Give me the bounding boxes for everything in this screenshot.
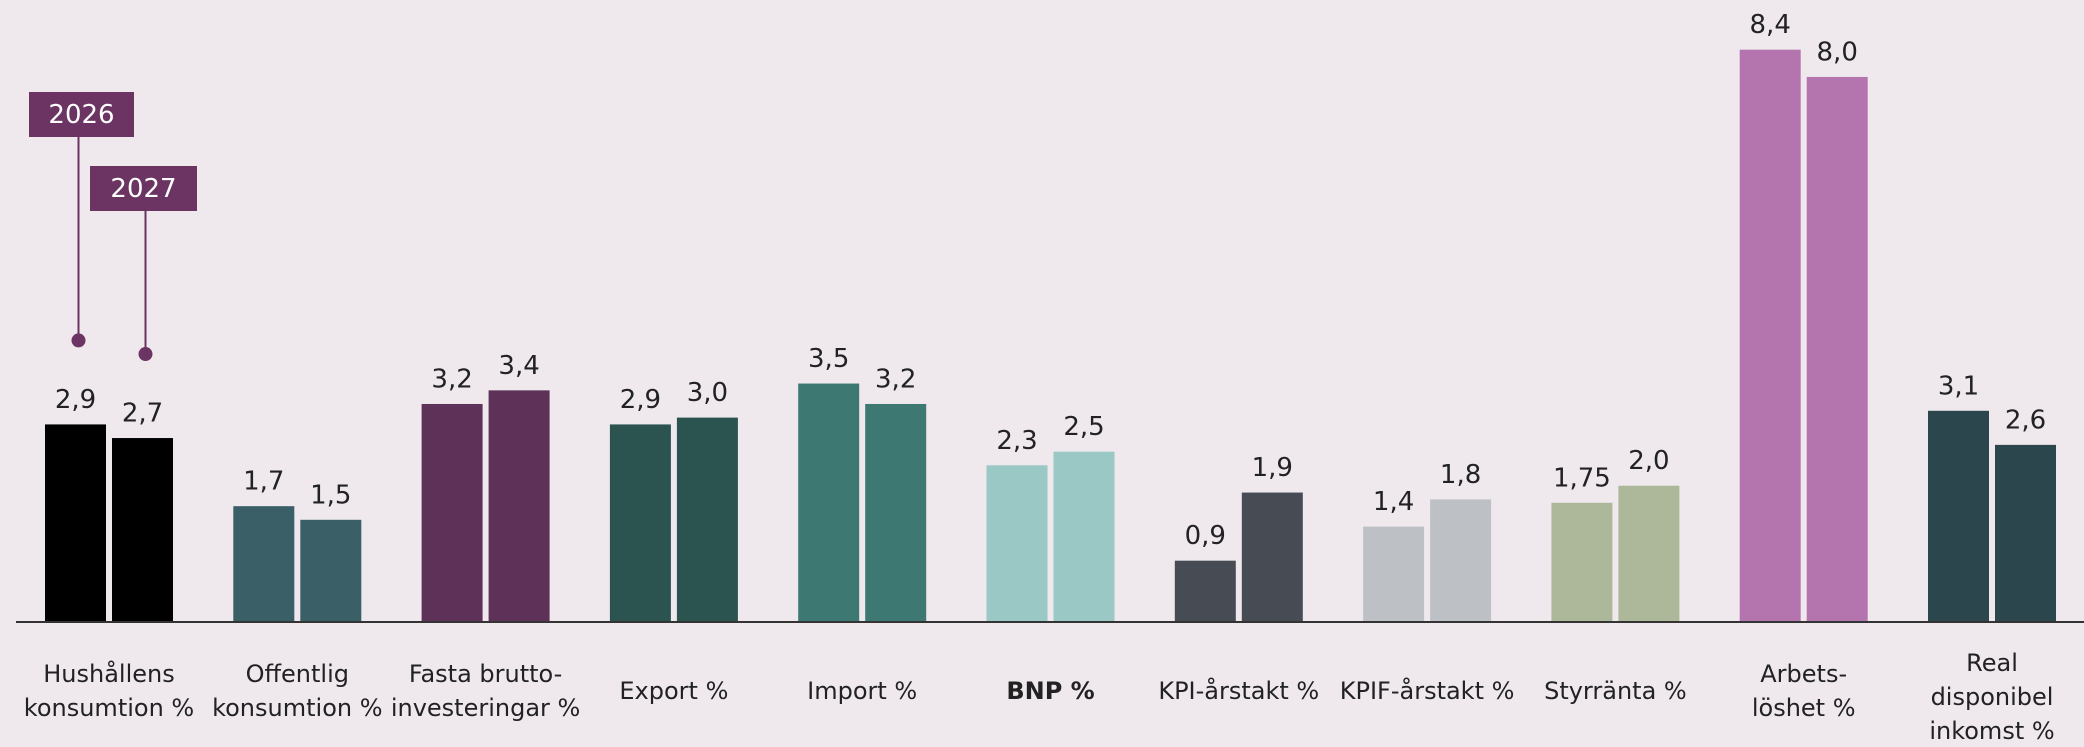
bar — [45, 424, 106, 622]
x-tick-label: KPIF-årstakt % — [1340, 676, 1515, 705]
value-label: 2,6 — [2005, 405, 2046, 435]
x-tick-label: Hushållens — [43, 659, 175, 688]
value-label: 0,9 — [1185, 521, 1226, 551]
value-label: 1,9 — [1252, 453, 1293, 483]
bar — [421, 403, 483, 622]
legend-label: 2026 — [48, 100, 114, 130]
bar — [1618, 485, 1680, 622]
bar — [676, 417, 738, 622]
bar — [1995, 444, 2056, 622]
legend-dot — [71, 333, 86, 348]
bar — [798, 383, 860, 622]
x-tick-label: KPI-årstakt % — [1158, 676, 1319, 705]
x-tick-label: BNP % — [1006, 677, 1094, 705]
value-label: 2,9 — [620, 385, 661, 415]
bar — [1739, 49, 1801, 622]
x-tick-label: investeringar % — [391, 694, 581, 722]
bar — [1241, 492, 1303, 622]
value-label: 8,0 — [1817, 37, 1858, 67]
value-label: 8,4 — [1750, 10, 1791, 40]
x-tick-label: Export % — [619, 677, 728, 705]
bar — [1806, 76, 1868, 622]
bar — [1551, 502, 1613, 622]
value-label: 2,3 — [996, 426, 1037, 456]
bar — [1053, 451, 1115, 622]
value-label: 1,8 — [1440, 460, 1481, 490]
x-tick-label: Offentlig — [246, 660, 349, 688]
x-tick-label: Fasta brutto- — [409, 660, 562, 688]
x-tick-label: Styrränta % — [1544, 677, 1687, 705]
bar — [986, 465, 1048, 622]
x-tick-label: inkomst % — [1929, 717, 2054, 745]
bar — [112, 438, 173, 622]
x-tick-label: konsumtion % — [24, 694, 194, 722]
x-tick-label: löshet % — [1752, 694, 1856, 722]
bar — [300, 519, 362, 622]
legend-dot — [138, 347, 153, 362]
legend-label: 2027 — [110, 174, 176, 204]
x-tick-label: Real — [1966, 649, 2018, 677]
bar — [488, 390, 550, 622]
x-tick-label: Import % — [807, 677, 917, 705]
bar — [1174, 560, 1236, 622]
value-label: 2,0 — [1628, 446, 1669, 476]
value-label: 2,9 — [55, 385, 96, 415]
bar — [1430, 499, 1492, 622]
legend-box — [29, 92, 134, 137]
x-tick-label: konsumtion % — [212, 694, 382, 722]
bar — [609, 424, 671, 622]
bar — [233, 506, 295, 622]
value-label: 1,7 — [243, 467, 284, 497]
value-label: 2,5 — [1063, 412, 1104, 442]
legend-box — [90, 166, 197, 211]
value-label: 3,2 — [431, 364, 472, 394]
bar — [865, 403, 927, 622]
bar — [1363, 526, 1425, 622]
bar — [1928, 410, 1989, 622]
value-label: 3,5 — [808, 344, 849, 374]
value-label: 1,5 — [310, 480, 351, 510]
value-label: 3,2 — [875, 364, 916, 394]
value-label: 3,4 — [498, 351, 539, 381]
x-tick-label: disponibel — [1931, 683, 2054, 711]
x-tick-label: Arbets- — [1760, 660, 1847, 688]
value-label: 1,4 — [1373, 487, 1414, 517]
value-label: 1,75 — [1553, 463, 1611, 493]
value-label: 3,1 — [1938, 371, 1979, 401]
value-label: 3,0 — [687, 378, 728, 408]
value-label: 2,7 — [122, 399, 163, 429]
